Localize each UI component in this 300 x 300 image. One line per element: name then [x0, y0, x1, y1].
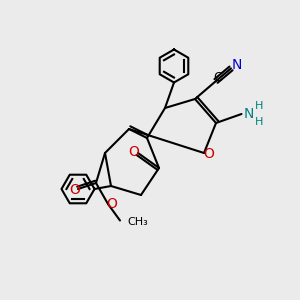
- Text: H: H: [255, 117, 263, 128]
- Text: N: N: [231, 58, 242, 72]
- Text: N: N: [244, 107, 254, 121]
- Text: O: O: [128, 145, 139, 158]
- Text: O: O: [204, 148, 214, 161]
- Text: C: C: [214, 70, 223, 84]
- Text: H: H: [255, 100, 263, 111]
- Text: O: O: [106, 197, 117, 211]
- Text: CH₃: CH₃: [128, 217, 148, 227]
- Text: O: O: [69, 184, 80, 197]
